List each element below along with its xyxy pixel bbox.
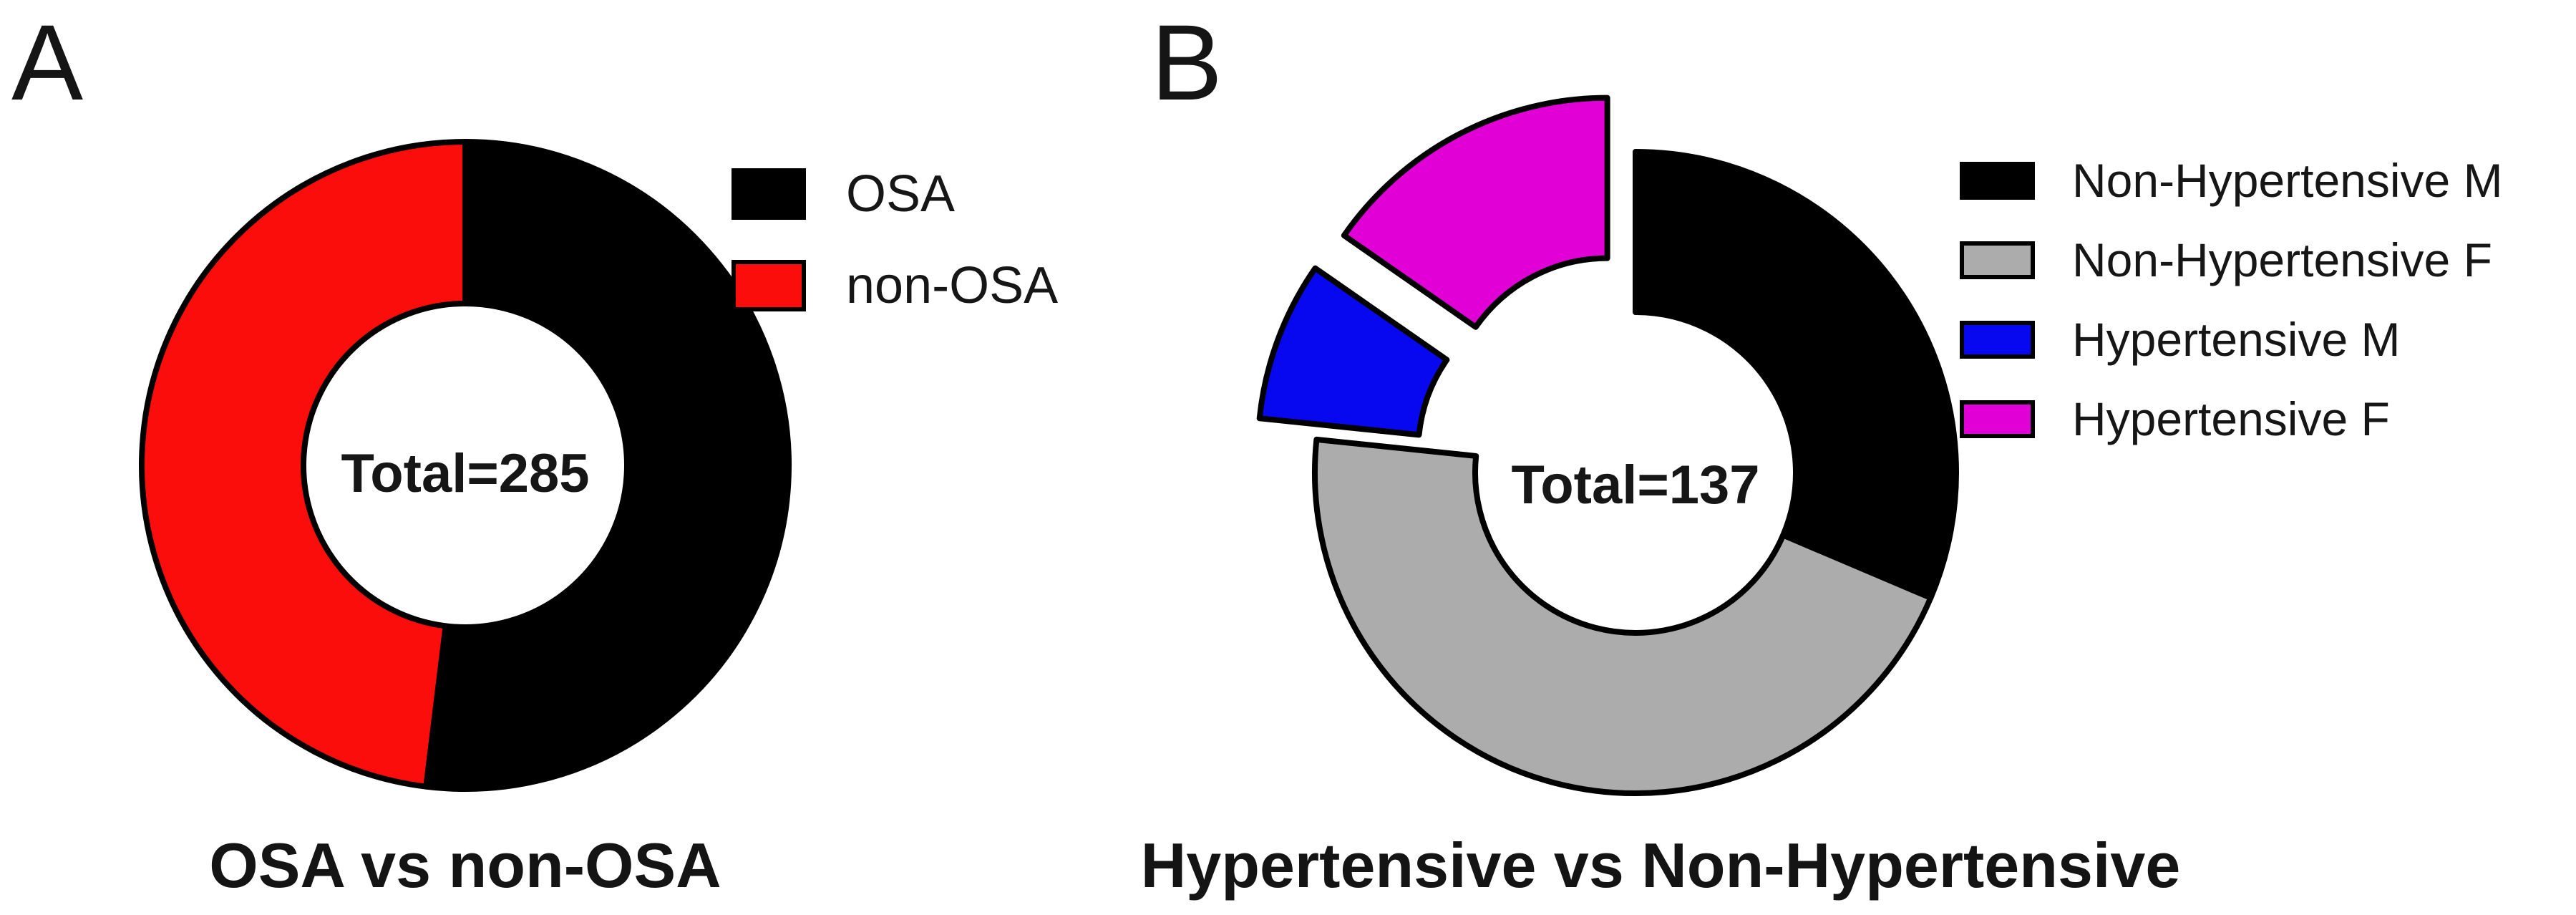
legend-swatch-icon xyxy=(1960,161,2035,200)
legend-item-non-osa: non-OSA xyxy=(732,256,1058,315)
chart-title-b: Hypertensive vs Non-Hypertensive xyxy=(1140,830,2181,901)
legend-item-non-hypertensive-m: Non-Hypertensive M xyxy=(1960,153,2503,208)
pie-slice-non-osa xyxy=(139,139,468,790)
legend-swatch-icon xyxy=(1960,320,2035,359)
pie-slice-osa xyxy=(423,139,792,792)
pie-slice-non-hypertensive-f xyxy=(1312,436,1934,797)
donut-chart-osa xyxy=(139,139,792,792)
legend-item-label: Non-Hypertensive F xyxy=(2072,233,2492,286)
total-label-b: Total=137 xyxy=(1511,455,1760,515)
legend-item-label: Hypertensive F xyxy=(2072,392,2390,445)
chart-title-a: OSA vs non-OSA xyxy=(209,830,721,901)
legend-item-non-hypertensive-f: Non-Hypertensive F xyxy=(1960,233,2503,287)
total-label-a: Total=285 xyxy=(341,443,590,504)
legend-item-label: non-OSA xyxy=(846,257,1059,314)
legend-osa: OSA non-OSA xyxy=(732,165,1058,348)
legend-swatch-icon xyxy=(732,260,806,311)
pie-slice-hypertensive-f xyxy=(1341,95,1610,330)
legend-item-label: Hypertensive M xyxy=(2072,313,2401,366)
pie-slice-non-hypertensive-m xyxy=(1633,149,1959,601)
legend-swatch-icon xyxy=(732,168,806,220)
legend-item-hypertensive-m: Hypertensive M xyxy=(1960,312,2503,367)
legend-item-label: Non-Hypertensive M xyxy=(2072,154,2503,207)
legend-item-hypertensive-f: Hypertensive F xyxy=(1960,392,2503,446)
panel-label-b: B xyxy=(1151,2,1223,122)
legend-swatch-icon xyxy=(1960,400,2035,438)
legend-swatch-icon xyxy=(1960,241,2035,279)
pie-slice-hypertensive-m xyxy=(1256,265,1450,438)
legend-item-osa: OSA xyxy=(732,165,1058,223)
panel-label-a: A xyxy=(11,2,84,122)
legend-hypertension: Non-Hypertensive M Non-Hypertensive F Hype… xyxy=(1960,153,2503,471)
donut-chart-hypertension xyxy=(1256,95,1959,797)
legend-item-label: OSA xyxy=(846,165,956,223)
